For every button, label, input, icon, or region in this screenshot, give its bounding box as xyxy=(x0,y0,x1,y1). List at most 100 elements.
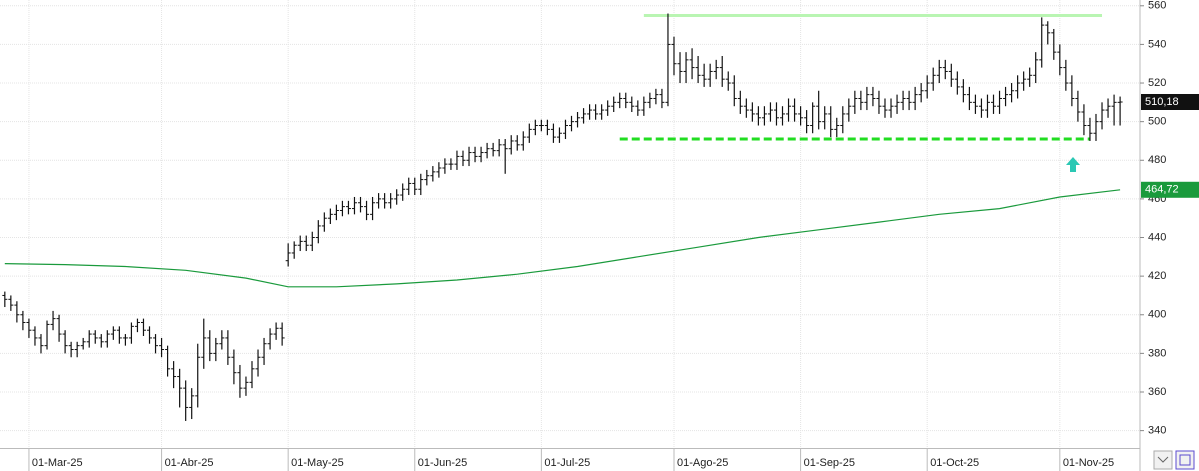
ohlc-bar xyxy=(936,59,942,84)
ohlc-bar xyxy=(285,243,291,267)
ohlc-bar xyxy=(50,310,56,331)
ohlc-bar xyxy=(339,200,345,217)
ohlc-bar xyxy=(376,193,382,209)
x-tick-label: 01-Mar-25 xyxy=(32,457,83,469)
y-tick-label: 400 xyxy=(1148,309,1166,321)
ohlc-bar xyxy=(888,98,894,118)
ohlc-bar xyxy=(74,341,80,358)
ohlc-bar xyxy=(448,158,454,170)
ohlc-bar xyxy=(623,92,629,109)
ohlc-bar xyxy=(840,106,846,134)
down-button[interactable] xyxy=(1153,450,1173,470)
ohlc-bar xyxy=(743,98,749,118)
x-tick-label: 01-Oct-25 xyxy=(930,457,979,469)
ohlc-bar xyxy=(237,364,243,398)
ohlc-bar xyxy=(128,322,134,344)
ohlc-bar xyxy=(834,117,840,138)
y-tick-label: 380 xyxy=(1148,347,1166,359)
ohlc-bar xyxy=(816,90,822,130)
ohlc-bar xyxy=(966,86,972,111)
ohlc-bar xyxy=(303,235,309,252)
ohlc-bar xyxy=(520,131,526,151)
ohlc-bar xyxy=(798,106,804,126)
ohlc-bar xyxy=(364,200,370,221)
y-tick-label: 480 xyxy=(1148,154,1166,166)
ohlc-bar xyxy=(804,110,810,134)
ohlc-bar xyxy=(1081,104,1087,136)
ohlc-bar xyxy=(1039,17,1045,68)
ohlc-bar xyxy=(436,162,442,178)
ohlc-bar xyxy=(412,177,418,196)
ohlc-bar xyxy=(1111,94,1117,126)
ohlc-bar xyxy=(629,96,635,112)
ohlc-bar xyxy=(942,59,948,80)
ohlc-bar xyxy=(14,301,20,323)
ohlc-bar xyxy=(1057,44,1063,76)
ohlc-bar xyxy=(653,88,659,105)
ohlc-bar xyxy=(8,295,14,311)
ohlc-bar xyxy=(454,150,460,170)
ohlc-bar xyxy=(98,334,104,348)
ohlc-bar xyxy=(749,102,755,122)
ohlc-bar xyxy=(948,63,954,87)
ohlc-bar xyxy=(587,104,593,120)
ohlc-bar xyxy=(792,98,798,122)
ohlc-bar xyxy=(279,322,285,346)
ma-price-label: 464,72 xyxy=(1145,184,1179,196)
ohlc-bar xyxy=(207,330,213,362)
x-tick-label: 01-Nov-25 xyxy=(1063,457,1114,469)
ohlc-bar xyxy=(960,79,966,103)
ohlc-bar xyxy=(1021,71,1027,91)
ohlc-bar xyxy=(870,86,876,107)
y-tick-label: 420 xyxy=(1148,270,1166,282)
ohlc-bar xyxy=(418,173,424,196)
x-tick-label: 01-Jun-25 xyxy=(418,457,468,469)
ohlc-bar xyxy=(1117,96,1123,126)
ohlc-bar xyxy=(249,361,255,389)
ohlc-bar xyxy=(858,90,864,111)
ohlc-bar xyxy=(370,196,376,221)
ohlc-bar xyxy=(755,106,761,126)
ohlc-bar xyxy=(466,146,472,167)
ohlc-bar xyxy=(219,330,225,350)
last-price-box xyxy=(1141,93,1199,110)
ohlc-bar xyxy=(701,63,707,87)
last-price-label: 510,18 xyxy=(1145,96,1179,108)
ohlc-bar xyxy=(713,59,719,80)
ohlc-bar xyxy=(165,345,171,377)
ohlc-bar xyxy=(261,337,267,365)
ohlc-bar xyxy=(599,104,605,120)
ohlc-bar xyxy=(1105,98,1111,118)
ohlc-bar xyxy=(1045,21,1051,45)
ohlc-bar xyxy=(478,146,484,163)
arrow-icon xyxy=(1066,157,1080,172)
ohlc-bar xyxy=(388,193,394,209)
ohlc-bar xyxy=(1033,52,1039,84)
ohlc-bar xyxy=(719,56,725,87)
y-tick-label: 520 xyxy=(1148,77,1166,89)
ohlc-bar xyxy=(490,142,496,157)
save-button[interactable] xyxy=(1175,450,1195,470)
ohlc-bar xyxy=(2,291,8,308)
ohlc-bar xyxy=(1003,86,1009,107)
ohlc-bar xyxy=(1099,102,1105,130)
ohlc-bar xyxy=(255,349,261,377)
ohlc-bar xyxy=(876,90,882,114)
ohlc-bar xyxy=(882,98,888,118)
ohlc-bar xyxy=(153,334,159,354)
ohlc-bar xyxy=(810,102,816,134)
ohlc-bar xyxy=(92,330,98,344)
y-tick-label: 340 xyxy=(1148,425,1166,437)
x-tick-label: 01-Ago-25 xyxy=(677,457,728,469)
plot xyxy=(2,13,1123,421)
ohlc-bar xyxy=(906,90,912,111)
ohlc-bar xyxy=(20,310,26,331)
ohlc-bar xyxy=(430,166,436,182)
ohlc-bar xyxy=(605,100,611,116)
ohlc-bar xyxy=(315,220,321,244)
ohlc-bar xyxy=(382,193,388,209)
ohlc-bar xyxy=(912,86,918,111)
ohlc-bar xyxy=(828,106,834,138)
ohlc-bar xyxy=(189,388,195,420)
ohlc-bar xyxy=(611,96,617,112)
